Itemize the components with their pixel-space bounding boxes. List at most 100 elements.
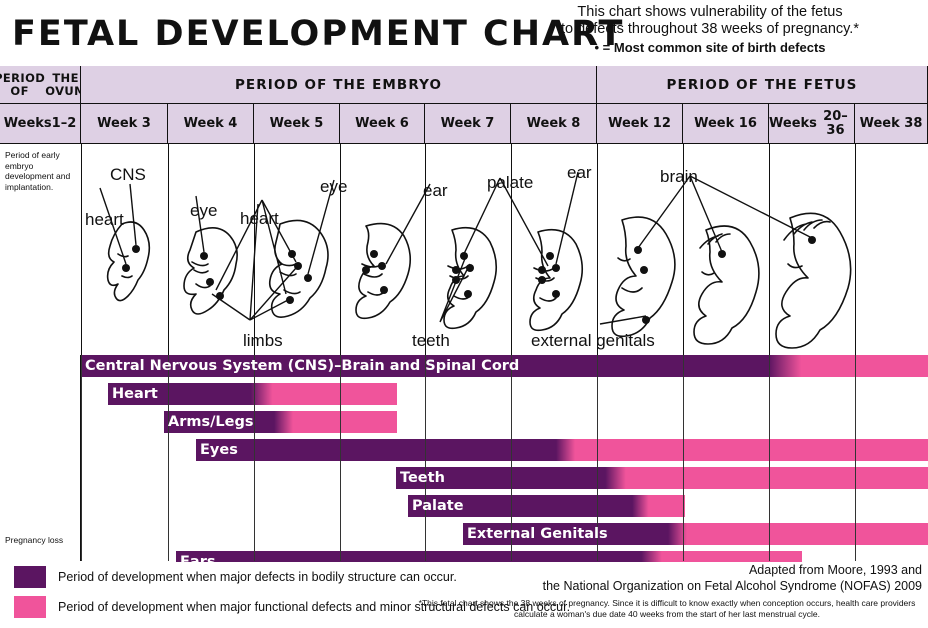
bar-row-arms-legs: Arms/Legs — [0, 411, 928, 433]
credit-line-1: Adapted from Moore, 1993 and — [748, 563, 922, 577]
annotation-CNS: CNS — [110, 165, 146, 184]
bar-segment-fade — [600, 467, 630, 489]
grid-line-1 — [81, 144, 82, 356]
bar-segment-fade — [245, 383, 277, 405]
legend-item-functional: Period of development when major functio… — [14, 596, 570, 618]
bar-label-2: Arms/Legs — [168, 414, 254, 430]
legend-item-structural: Period of development when major defects… — [14, 566, 457, 588]
bar-label-5: Palate — [412, 498, 464, 514]
bar-row-palate: Palate — [0, 495, 928, 517]
bar-grid-line-6 — [511, 355, 512, 561]
bar-segment-pink — [630, 467, 928, 489]
grid-line-9 — [769, 144, 770, 356]
subtitle-line-1: This chart shows vulnerability of the fe… — [577, 4, 843, 20]
bar-segment-pink — [277, 383, 397, 405]
bar-grid-line-4 — [340, 355, 341, 561]
subtitle: This chart shows vulnerability of the fe… — [500, 4, 920, 38]
bar-label-0: Central Nervous System (CNS)–Brain and S… — [85, 358, 520, 374]
pregnancy-loss-label: Pregnancy loss — [5, 535, 64, 545]
bar-grid-line-5 — [425, 355, 426, 561]
bar-segment-fade — [551, 439, 579, 461]
dot-legend-note: • = Most common site of birth defects — [594, 40, 826, 55]
bar-label-3: Eyes — [200, 442, 238, 458]
annotation-heart: heart — [85, 210, 124, 229]
grid-line-2 — [168, 144, 169, 356]
annotation-limbs: limbs — [243, 331, 283, 350]
bar-row-heart: Heart — [0, 383, 928, 405]
grid-line-7 — [597, 144, 598, 356]
grid-line-4 — [340, 144, 341, 356]
bar-segment-pink — [579, 439, 928, 461]
left-column-divider — [80, 355, 81, 561]
grid-line-8 — [683, 144, 684, 356]
bar-grid-line-10 — [855, 355, 856, 561]
title-bar: FETAL DEVELOPMENT CHART This chart shows… — [0, 0, 928, 66]
bar-row-teeth: Teeth — [0, 467, 928, 489]
bar-segment-purple — [164, 411, 269, 433]
page-title: FETAL DEVELOPMENT CHART — [12, 14, 625, 54]
grid-line-3 — [254, 144, 255, 356]
bar-segment-fade — [760, 355, 808, 377]
bar-label-1: Heart — [112, 386, 158, 402]
bar-segment-purple — [396, 467, 600, 489]
bar-segment-fade — [269, 411, 297, 433]
footer: Period of development when major defects… — [0, 562, 928, 628]
bar-grid-line-7 — [597, 355, 598, 561]
week-header-9: Weeks 20–36 — [769, 103, 855, 143]
bar-grid-line-3 — [254, 355, 255, 561]
bar-row-central-nervous-system-cns-brain-and-spinal-cord: Central Nervous System (CNS)–Brain and S… — [0, 355, 928, 377]
bar-segment-purple — [196, 439, 551, 461]
credit: Adapted from Moore, 1993 and the Nationa… — [502, 562, 922, 594]
bar-segment-pink — [691, 523, 928, 545]
bar-row-external-genitals: External Genitals — [0, 523, 928, 545]
annotation-ear: ear — [423, 181, 448, 200]
bar-segment-pink — [297, 411, 397, 433]
bar-label-6: External Genitals — [467, 526, 608, 542]
annotation-eye: eye — [190, 201, 218, 220]
annotation-palate: palate — [487, 173, 533, 193]
week-header-row: Weeks 1–2 Week 3 Week 4 Week 5 Week 6 Week 7 We… — [0, 103, 928, 143]
period-header-fetus: PERIOD OF THE FETUS — [597, 66, 928, 103]
legend-swatch-pink — [14, 596, 46, 618]
bar-segment-purple — [81, 355, 760, 377]
grid-line-10 — [855, 144, 856, 356]
bar-segment-fade — [628, 495, 652, 517]
legend-swatch-purple — [14, 566, 46, 588]
legend-label-functional: Period of development when major functio… — [58, 600, 571, 614]
bar-segment-purple — [108, 383, 245, 405]
credit-line-2: the National Organization on Fetal Alcoh… — [542, 579, 922, 593]
annotation-brain: brain — [660, 167, 698, 186]
bar-segment-pink — [808, 355, 928, 377]
illustration-band: Period of early embryo development and i… — [0, 143, 928, 356]
ovum-description: Period of early embryo development and i… — [5, 150, 71, 192]
annotation-eye: eye — [320, 177, 348, 196]
grid-line-6 — [511, 144, 512, 356]
bar-row-eyes: Eyes — [0, 439, 928, 461]
week-header-0: Weeks 1–2 — [0, 103, 81, 143]
bar-grid-line-9 — [769, 355, 770, 561]
week-header-10: Week 38 — [855, 103, 928, 143]
annotation-external-genitals: external genitals — [531, 331, 655, 350]
week-header-6: Week 8 — [511, 103, 597, 143]
annotation-ear: ear — [567, 163, 592, 182]
bar-segment-purple — [463, 523, 663, 545]
bar-label-4: Teeth — [400, 470, 445, 486]
week-header-1: Week 3 — [81, 103, 168, 143]
week-header-4: Week 6 — [340, 103, 425, 143]
week-header-2: Week 4 — [168, 103, 254, 143]
grid-line-5 — [425, 144, 426, 356]
week-header-5: Week 7 — [425, 103, 511, 143]
bar-segment-fade — [663, 523, 691, 545]
period-header-embryo: PERIOD OF THE EMBRYO — [81, 66, 597, 103]
bar-grid-line-8 — [683, 355, 684, 561]
bar-segment-purple — [408, 495, 628, 517]
bar-grid-line-2 — [168, 355, 169, 561]
bar-label-7: Ears — [180, 554, 216, 570]
legend-label-structural: Period of development when major defects… — [58, 570, 457, 584]
fineprint: *This fetal chart shows the 38 weeks of … — [418, 598, 916, 619]
annotation-heart: heart — [240, 209, 279, 228]
week-header-3: Week 5 — [254, 103, 340, 143]
